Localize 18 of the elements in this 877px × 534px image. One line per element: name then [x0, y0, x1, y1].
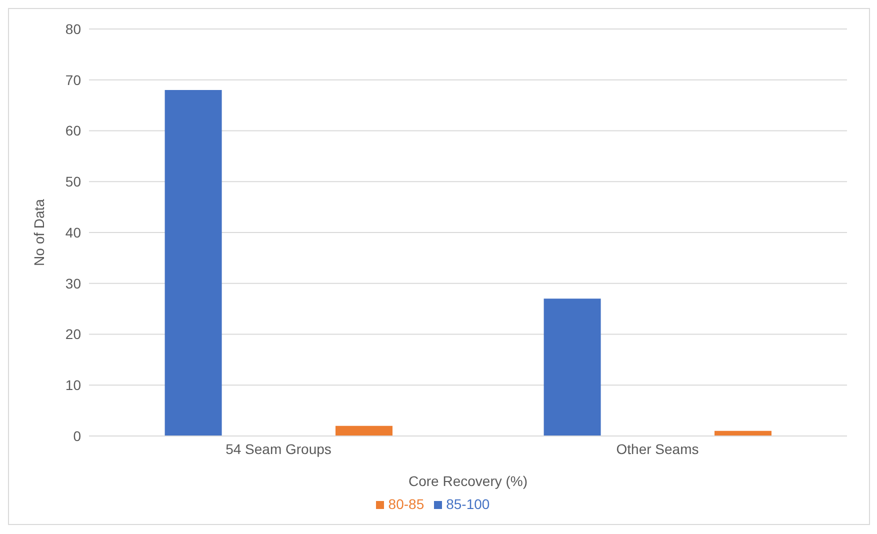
y-tick-label: 30 [65, 275, 82, 292]
y-tick-label: 20 [65, 326, 82, 342]
y-tick-label: 80 [65, 20, 82, 37]
y-tick-label: 50 [65, 174, 82, 190]
x-tick-label: Other Seams [616, 440, 699, 457]
bar [164, 90, 222, 436]
bar [336, 426, 392, 436]
y-tick-label: 10 [65, 377, 82, 394]
y-axis-title: No of Data [30, 198, 47, 266]
y-tick-label: 0 [73, 428, 82, 444]
y-tick-label: 70 [65, 72, 82, 88]
legend-label: 85-100 [446, 496, 490, 512]
y-tick-label: 40 [65, 224, 82, 240]
x-tick-label: 54 Seam Groups [226, 440, 332, 457]
y-tick-label: 60 [65, 122, 82, 139]
x-axis-title: Core Recovery (%) [408, 473, 528, 489]
legend-label: 80-85 [388, 496, 424, 512]
bar [544, 298, 601, 436]
